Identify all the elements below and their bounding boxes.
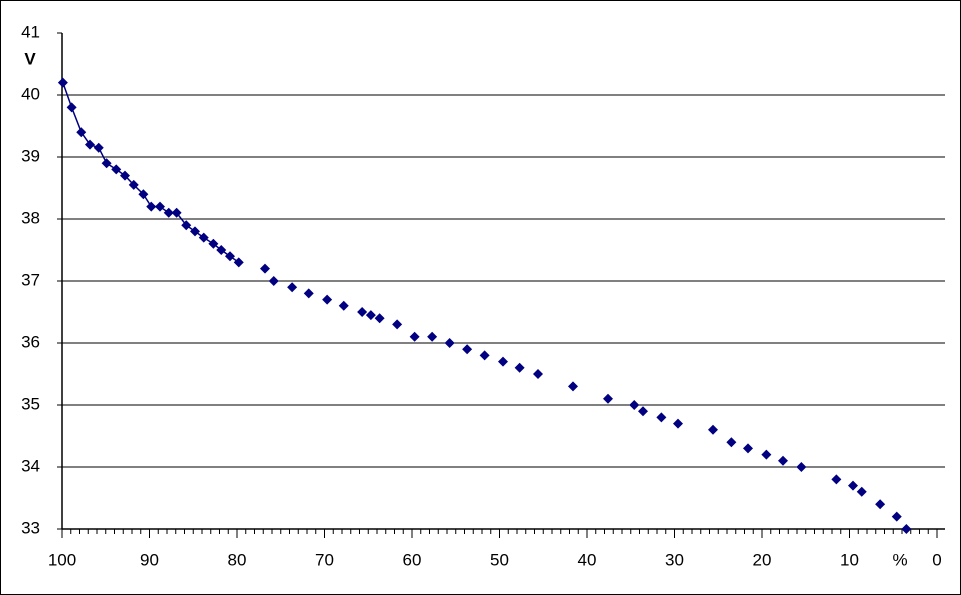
data-point [498,356,508,367]
data-point [155,201,165,212]
data-point [225,251,235,262]
y-tick-label: 41 [21,22,40,41]
data-point [462,344,473,355]
data-point [260,263,270,274]
data-point [603,393,613,404]
y-tick-label: 35 [21,394,40,413]
data-point [726,437,737,448]
data-point [233,257,244,268]
data-point [568,381,578,392]
y-tick-label: 38 [21,208,40,227]
y-tick-label: 33 [21,518,40,537]
data-point [831,474,842,485]
data-point [163,207,174,218]
data-point [875,499,886,510]
y-tick-label: 34 [21,456,40,475]
data-point [303,288,314,299]
y-axis-label: V [24,49,36,68]
data-point [208,238,219,249]
data-point [778,455,788,466]
y-tick-label: 37 [21,270,40,289]
data-point [514,362,525,373]
data-point [66,102,77,113]
data-point [322,294,333,305]
data-point [146,201,157,212]
data-point [901,524,912,534]
data-point [656,412,667,423]
data-point [796,462,807,472]
data-point [708,424,718,435]
data-point [171,207,182,218]
x-tick-label: 70 [315,550,334,569]
data-point [198,232,209,243]
data-point [638,406,648,417]
data-point [128,179,139,190]
y-tick-label: 39 [21,146,40,165]
x-tick-label: 0 [932,550,941,569]
x-axis-label: % [892,550,907,569]
data-point [268,276,279,286]
data-point [190,226,200,237]
data-point [856,486,867,497]
y-tick-label: 40 [21,84,40,103]
data-point [365,310,376,321]
data-point [76,127,87,138]
x-tick-label: 100 [48,550,76,569]
x-tick-label: 90 [140,550,159,569]
x-tick-label: 60 [403,550,422,569]
data-point [85,139,95,150]
data-point [357,307,368,317]
x-tick-label: 10 [840,550,859,569]
x-tick-label: 40 [578,550,597,569]
data-point [891,511,902,522]
data-point [181,220,192,231]
data-point [216,245,227,255]
data-point [427,331,438,342]
data-point [392,319,403,330]
x-tick-label: 20 [753,550,772,569]
data-point [93,142,104,153]
data-point [533,369,543,379]
x-tick-label: 30 [665,550,684,569]
data-point [120,170,130,181]
x-tick-label: 50 [490,550,509,569]
data-point [374,313,385,324]
data-point [101,158,112,169]
y-tick-label: 36 [21,332,40,351]
data-point [57,77,68,88]
x-tick-label: 80 [228,550,247,569]
data-point [629,400,640,410]
data-point [743,443,753,454]
data-point [111,164,122,175]
data-point [673,418,683,429]
data-point [444,338,455,348]
data-point [409,331,420,342]
data-point [761,449,772,460]
data-point [287,282,298,293]
data-point [848,480,858,491]
data-point [138,189,149,200]
data-point [479,350,490,361]
data-point [338,300,349,311]
